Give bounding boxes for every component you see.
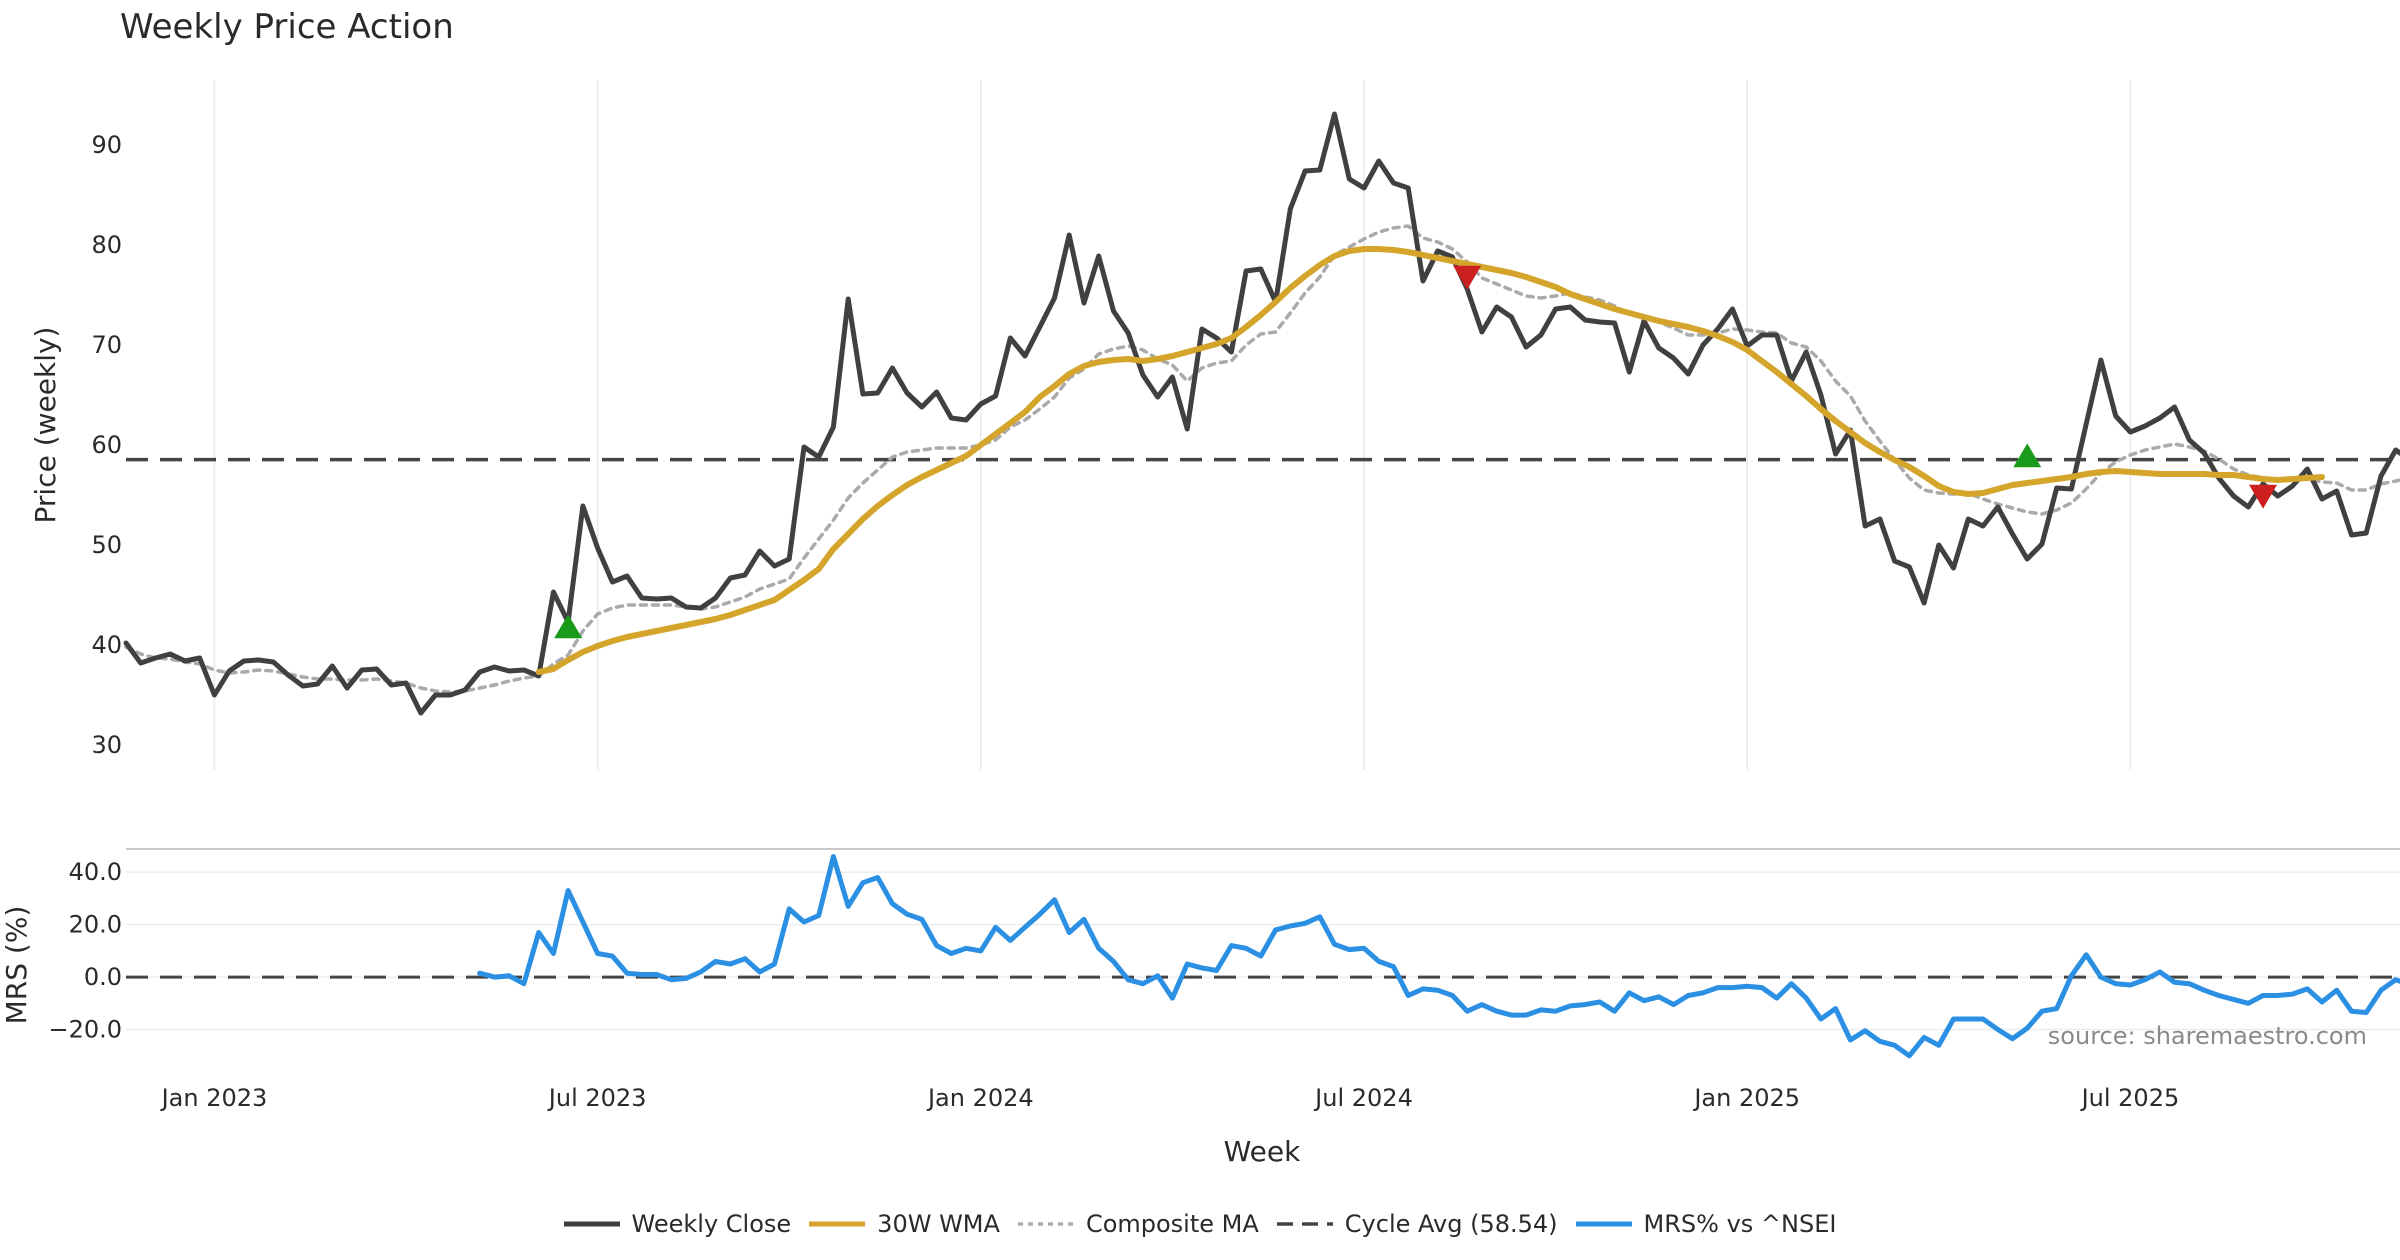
y-axis-label-price: Price (weekly) [29, 327, 62, 524]
x-tick-label: Jan 2024 [926, 1084, 1034, 1112]
y-tick-label: −20.0 [48, 1016, 122, 1044]
y-tick-label: 30 [91, 731, 122, 759]
top-gridlines [213, 80, 2132, 770]
y-tick-label: 80 [91, 231, 122, 259]
mrs-series [126, 854, 2400, 1059]
y-tick-label: 0.0 [84, 963, 122, 991]
chart-legend: Weekly Close 30W WMA Composite MA Cycle Avg… [0, 1210, 2400, 1238]
legend-item: Composite MA [1017, 1210, 1259, 1238]
buy-signal-marker [2013, 443, 2042, 468]
price-series [123, 111, 2400, 716]
legend-item: MRS% vs ^NSEI [1575, 1210, 1837, 1238]
mrs-line [477, 854, 2400, 1059]
composite-ma-line [124, 224, 2400, 694]
y-tick-label: 50 [91, 531, 122, 559]
y-tick-label: 20.0 [69, 911, 122, 939]
bottom-y-ticks: 40.0 20.0 0.0 −20.0 [48, 858, 122, 1043]
y-axis-label-mrs: MRS (%) [0, 906, 33, 1025]
sell-signal-marker [1453, 265, 1482, 290]
x-tick-label: Jan 2023 [160, 1084, 268, 1112]
legend-item: Cycle Avg (58.54) [1276, 1210, 1558, 1238]
x-tick-label: Jul 2025 [2080, 1084, 2180, 1112]
legend-swatch [563, 1221, 620, 1227]
legend-label: Weekly Close [631, 1210, 792, 1238]
legend-swatch [1017, 1222, 1074, 1226]
y-tick-label: 40 [91, 631, 122, 659]
legend-swatch [1575, 1221, 1632, 1227]
sell-signal-marker [2249, 484, 2278, 509]
30w-wma-line [535, 246, 2325, 675]
legend-label: 30W WMA [877, 1210, 1000, 1238]
y-tick-label: 70 [91, 331, 122, 359]
buy-signal-marker [554, 614, 583, 639]
source-note: source: sharemaestro.com [2048, 1022, 2367, 1050]
legend-swatch [1276, 1222, 1333, 1226]
x-tick-label: Jul 2023 [547, 1084, 647, 1112]
weekly-close-line [123, 111, 2400, 716]
legend-swatch [809, 1221, 866, 1227]
chart-title: Weekly Price Action [120, 7, 454, 47]
y-tick-label: 40.0 [69, 858, 122, 886]
legend-label: Cycle Avg (58.54) [1344, 1210, 1558, 1238]
legend-label: MRS% vs ^NSEI [1643, 1210, 1837, 1238]
y-tick-label: 90 [91, 131, 122, 159]
signal-markers [554, 265, 2278, 639]
x-ticks: Jan 2023 Jul 2023 Jan 2024 Jul 2024 Jan 2025… [160, 1084, 2180, 1112]
legend-item: Weekly Close [563, 1210, 792, 1238]
x-tick-label: Jul 2024 [1313, 1084, 1413, 1112]
top-y-ticks: 30 40 50 60 70 80 90 [91, 131, 122, 759]
legend-item: 30W WMA [809, 1210, 1000, 1238]
y-tick-label: 60 [91, 431, 122, 459]
x-tick-label: Jan 2025 [1692, 1084, 1800, 1112]
x-axis-label: Week [1224, 1135, 1301, 1168]
legend-label: Composite MA [1085, 1210, 1259, 1238]
